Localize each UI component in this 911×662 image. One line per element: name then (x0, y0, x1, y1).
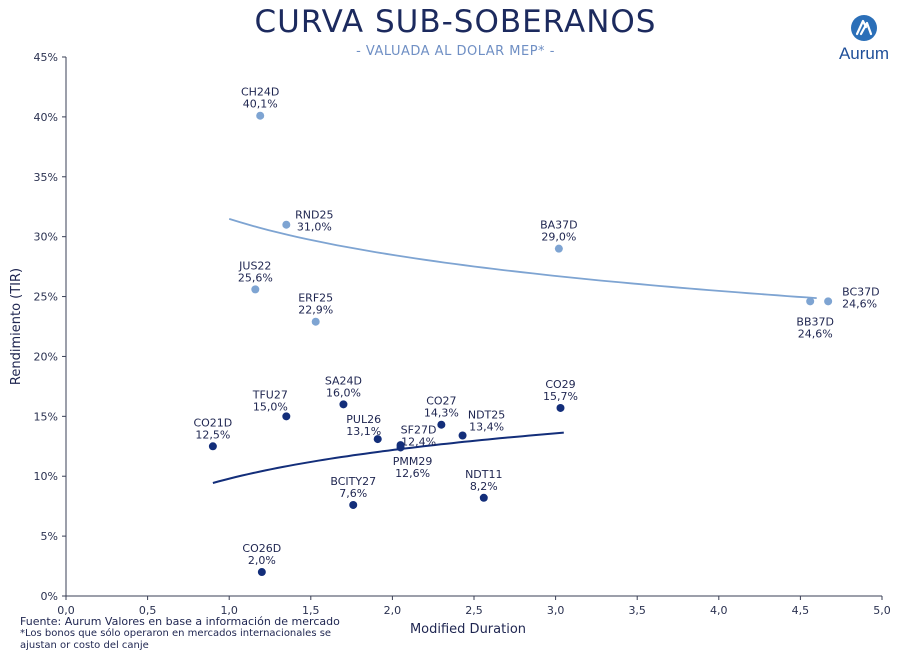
data-point-sa24d (339, 400, 348, 409)
y-tick-label: 0% (41, 590, 58, 603)
chart-title: CURVA SUB-SOBERANOS (254, 4, 657, 40)
point-value-label: 40,1% (243, 98, 278, 111)
point-name-label: CO27 (426, 395, 456, 408)
data-point-bc37d (824, 297, 833, 306)
data-point-pmm29 (396, 441, 405, 450)
point-name-label: PUL26 (346, 413, 381, 426)
y-tick-label: 45% (34, 51, 58, 64)
point-name-label: BC37D (842, 285, 880, 298)
x-tick-label: 2,5 (465, 604, 483, 617)
x-tick-label: 0,0 (57, 604, 75, 617)
point-name-label: BB37D (796, 315, 834, 328)
point-value-label: 13,1% (346, 425, 381, 438)
y-tick-label: 20% (34, 350, 58, 363)
x-tick-label: 1,5 (302, 604, 320, 617)
point-value-label: 24,6% (798, 327, 833, 340)
point-name-label: CO26D (242, 542, 281, 555)
aurum-logo: Aurum (826, 14, 902, 64)
point-value-label: 12,4% (401, 435, 436, 448)
trendline-international (228, 218, 817, 299)
data-point-ba37d (554, 244, 563, 253)
x-tick-label: 4,0 (710, 604, 728, 617)
point-value-label: 13,4% (469, 420, 504, 433)
point-name-label: NDT11 (465, 468, 502, 481)
data-point-bb37d (806, 297, 815, 306)
aurum-logo-icon (851, 15, 877, 41)
adjustment-note-line1: *Los bonos que sólo operaron en mercados… (20, 628, 332, 639)
point-value-label: 15,7% (543, 390, 578, 403)
point-name-label: PMM29 (393, 455, 433, 468)
logo-text: Aurum (838, 44, 890, 63)
point-name-label: CH24D (241, 86, 279, 99)
x-tick-label: 0,5 (139, 604, 157, 617)
x-tick-label: 5,0 (873, 604, 891, 617)
chart-subtitle: - VALUADA AL DOLAR MEP* - (356, 44, 555, 59)
adjustment-note-line2: ajustan or costo del canje (20, 640, 149, 651)
point-name-label: TFU27 (252, 388, 288, 401)
point-name-label: RND25 (295, 209, 333, 222)
y-tick-label: 30% (34, 231, 58, 244)
data-point-co21d (208, 442, 217, 451)
x-axis-label: Modified Duration (410, 622, 526, 637)
y-tick-label: 40% (34, 111, 58, 124)
data-point-bcity27 (349, 500, 358, 509)
point-name-label: SF27D (401, 423, 437, 436)
point-name-label: BA37D (540, 219, 578, 232)
data-point-co26d (257, 568, 266, 577)
point-value-label: 16,0% (326, 386, 361, 399)
point-value-label: 14,3% (424, 407, 459, 420)
point-value-label: 29,0% (541, 231, 576, 244)
point-value-label: 12,6% (395, 467, 430, 480)
point-value-label: 2,0% (248, 554, 276, 567)
source-note: Fuente: Aurum Valores en base a informac… (20, 615, 340, 628)
y-tick-label: 25% (34, 291, 58, 304)
y-tick-label: 15% (34, 410, 58, 423)
x-tick-label: 3,5 (628, 604, 646, 617)
point-value-label: 8,2% (470, 480, 498, 493)
point-name-label: JUS22 (238, 259, 271, 272)
x-tick-label: 3,0 (547, 604, 565, 617)
footnote: Fuente: Aurum Valores en base a informac… (20, 616, 340, 652)
point-value-label: 31,0% (297, 221, 332, 234)
point-name-label: CO29 (545, 378, 575, 391)
x-tick-label: 1,0 (220, 604, 238, 617)
point-value-label: 7,6% (339, 487, 367, 500)
y-tick-label: 35% (34, 171, 58, 184)
point-value-label: 12,5% (195, 428, 230, 441)
data-point-ndt25 (458, 431, 467, 440)
data-point-ch24d (256, 111, 265, 120)
y-tick-label: 10% (34, 470, 58, 483)
point-value-label: 25,6% (238, 271, 273, 284)
data-point-rnd25 (282, 220, 291, 229)
point-value-label: 22,9% (298, 304, 333, 317)
trendline-local (212, 431, 564, 484)
data-point-co29 (556, 403, 565, 412)
point-name-label: ERF25 (298, 292, 333, 305)
point-value-label: 15,0% (253, 400, 288, 413)
data-point-erf25 (311, 317, 320, 326)
point-name-label: SA24D (325, 374, 362, 387)
point-name-label: BCITY27 (330, 475, 376, 488)
point-name-label: NDT25 (468, 408, 505, 421)
x-tick-label: 2,0 (384, 604, 402, 617)
point-value-label: 24,6% (842, 297, 877, 310)
y-tick-label: 5% (41, 530, 58, 543)
x-tick-label: 4,5 (792, 604, 810, 617)
point-name-label: CO21D (193, 416, 232, 429)
data-point-jus22 (251, 285, 260, 294)
data-point-ndt11 (479, 493, 488, 502)
data-point-co27 (437, 420, 446, 429)
y-axis-label: Rendimiento (TIR) (9, 268, 24, 385)
data-point-tfu27 (282, 412, 291, 421)
data-point-pul26 (373, 435, 382, 444)
